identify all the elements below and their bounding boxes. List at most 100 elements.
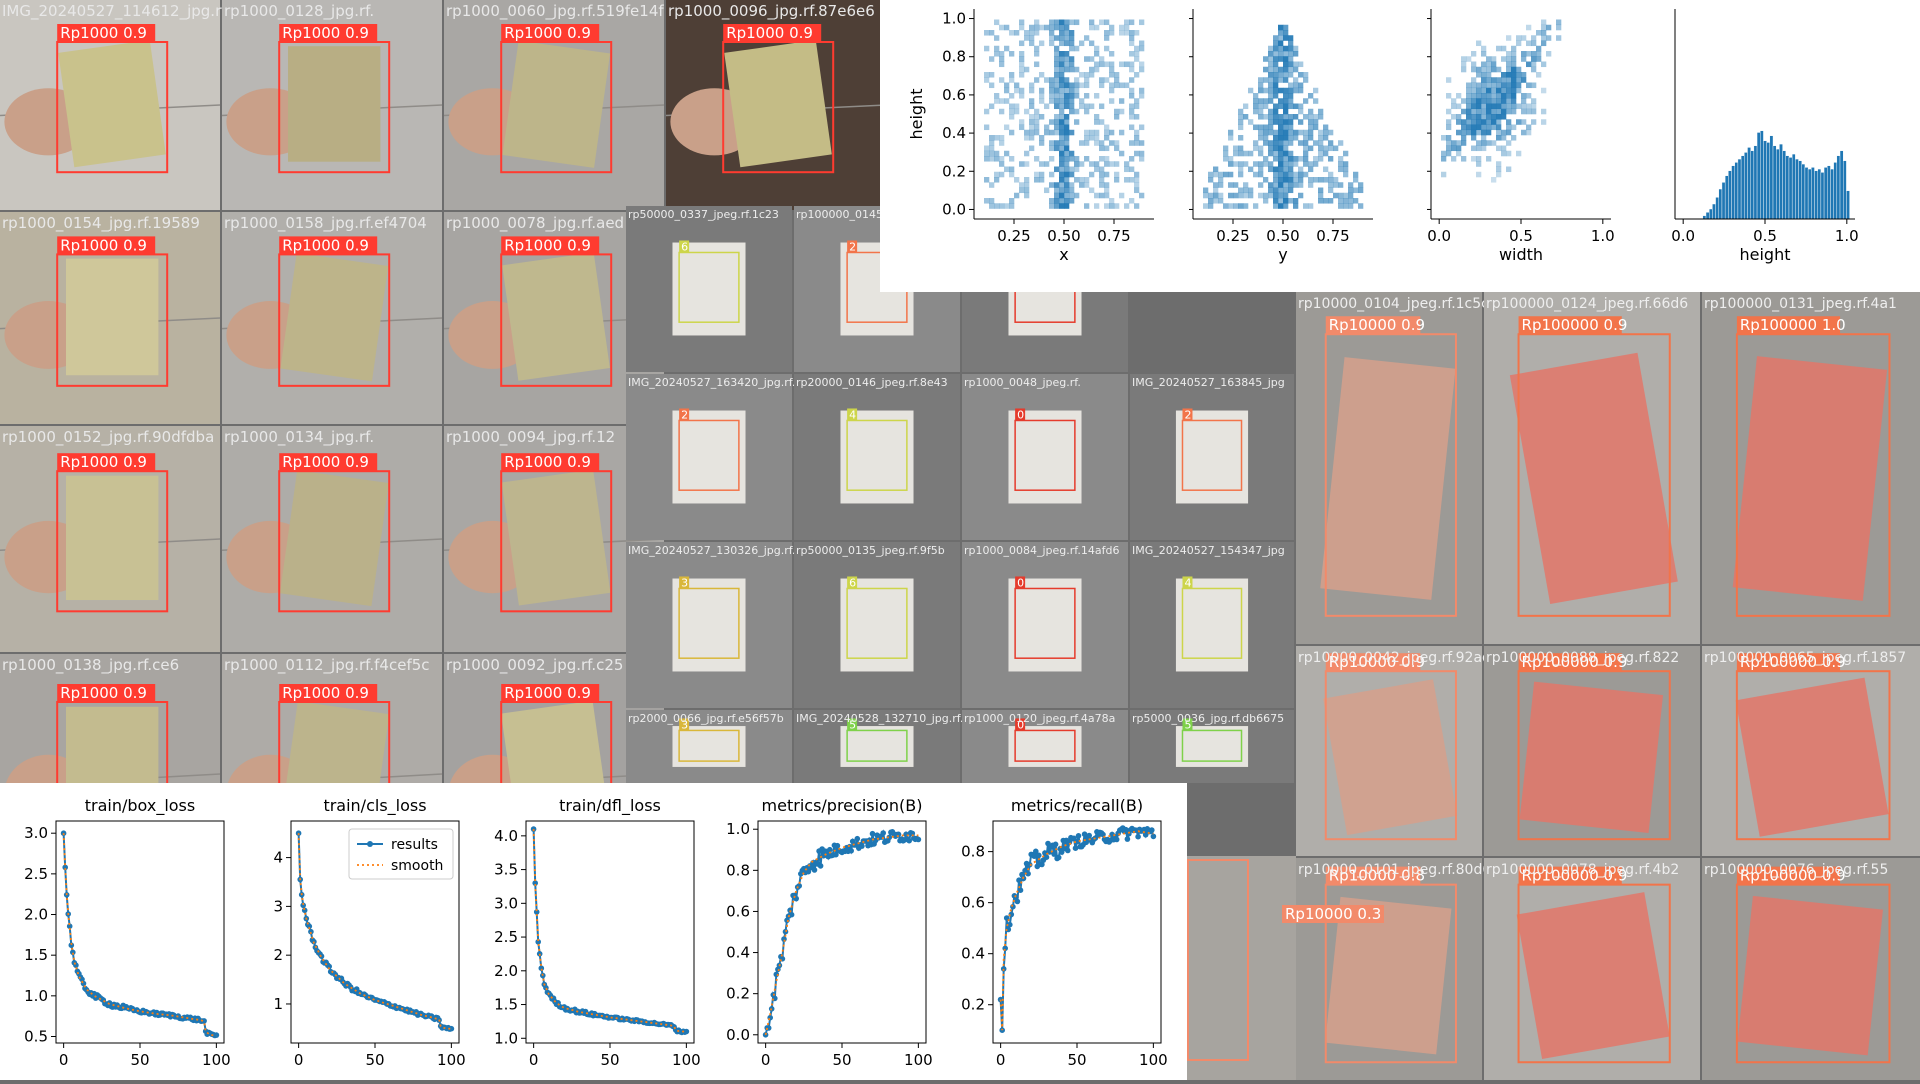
- heat-cell: [984, 198, 990, 204]
- heat-cell: [1278, 171, 1284, 178]
- histogram-bar: [1712, 203, 1716, 220]
- heat-cell: [1069, 166, 1075, 173]
- heat-cell: [1139, 93, 1145, 99]
- histogram-bar: [1766, 142, 1771, 220]
- heat-cell: [1526, 61, 1532, 68]
- heat-cell: [1069, 45, 1075, 52]
- heat-cell: [1293, 203, 1299, 209]
- heat-cell: [1338, 203, 1344, 209]
- heat-cell: [1238, 166, 1244, 173]
- heat-cell: [999, 135, 1005, 141]
- histogram-bar: [1750, 150, 1755, 220]
- heat-cell: [1129, 140, 1135, 146]
- results-plots-panel: train/box_loss 0 50 100 0.5 1.0 1.5 2.0 2.5 3.0 tr…: [0, 783, 1187, 1080]
- heat-cell: [1268, 145, 1274, 152]
- detection-box: [678, 419, 740, 491]
- heat-cell: [1506, 66, 1512, 73]
- heat-cell: [1303, 77, 1309, 83]
- cell-filename: rp1000_0096_jpg.rf.87e6e6: [668, 2, 875, 21]
- heat-cell: [994, 150, 1000, 157]
- heat-cell: [1074, 156, 1080, 162]
- heat-cell: [994, 98, 1000, 104]
- heat-cell: [1134, 182, 1140, 188]
- heat-cell: [1283, 166, 1289, 173]
- heat-cell: [1526, 124, 1532, 131]
- smooth-line: [532, 829, 687, 1033]
- heat-cell: [1466, 114, 1472, 120]
- heat-cell: [1134, 56, 1140, 62]
- histogram-bar: [1740, 155, 1745, 220]
- heat-cell: [1059, 203, 1065, 209]
- results-point: [535, 939, 541, 945]
- heat-cell: [1491, 119, 1497, 125]
- heat-cell: [1019, 61, 1025, 68]
- heat-cell: [1293, 171, 1299, 178]
- heat-cell: [1358, 203, 1364, 209]
- heat-cell: [1129, 177, 1135, 183]
- heat-cell: [1496, 129, 1502, 136]
- heat-cell: [1039, 87, 1045, 94]
- results-point: [834, 842, 841, 849]
- heat-cell: [1531, 56, 1537, 62]
- heat-cell: [1466, 119, 1472, 125]
- histogram-bar: [1804, 167, 1809, 220]
- heat-cell: [1094, 45, 1100, 52]
- banknote: [66, 258, 159, 376]
- heat-cell: [1268, 51, 1274, 57]
- heat-cell: [1323, 129, 1329, 136]
- heat-cell: [1466, 103, 1472, 110]
- detection-label-bg: [501, 684, 600, 702]
- results-point: [1025, 870, 1031, 877]
- heat-cell: [1054, 93, 1060, 99]
- heat-cell: [1248, 192, 1254, 199]
- heat-cell: [1109, 72, 1115, 78]
- heat-cell: [1069, 87, 1075, 94]
- heat-cell: [1228, 203, 1234, 209]
- heat-cell: [1506, 119, 1512, 125]
- cell-filename: rp1000_0152_jpg.rf.90dfdba: [2, 428, 214, 447]
- paper-background: [1008, 578, 1082, 672]
- detection-label-bg: [1325, 866, 1421, 885]
- heat-cell: [1466, 87, 1472, 94]
- heat-cell: [1054, 192, 1060, 199]
- class-id: 2: [1184, 408, 1191, 421]
- heat-cell: [1084, 72, 1090, 78]
- heat-cell: [1034, 177, 1040, 183]
- heat-cell: [1471, 98, 1477, 104]
- results-point: [62, 864, 68, 871]
- heat-cell: [1313, 140, 1319, 146]
- histogram-bar: [1846, 190, 1850, 220]
- heat-cell: [1034, 19, 1040, 26]
- heat-cell: [1471, 87, 1477, 94]
- heat-cell: [1278, 192, 1284, 199]
- heat-cell: [1059, 98, 1065, 104]
- heat-cell: [1283, 87, 1289, 94]
- heat-cell: [1029, 114, 1035, 120]
- histogram-bar: [1705, 212, 1710, 220]
- heat-cell: [1223, 203, 1229, 209]
- heat-cell: [1064, 192, 1070, 199]
- heat-cell: [1049, 182, 1055, 188]
- cell-filename: rp1000_0084_jpeg.rf.14afd6: [964, 544, 1119, 557]
- heat-cell: [1343, 166, 1349, 173]
- paper-background: [672, 578, 746, 672]
- heat-cell: [1129, 198, 1135, 204]
- heat-cell: [1039, 93, 1045, 99]
- heat-cell: [1119, 30, 1125, 36]
- heat-cell: [1084, 82, 1090, 89]
- results-point: [859, 843, 865, 849]
- heat-cell: [1258, 82, 1264, 89]
- heat-cell: [1318, 198, 1324, 204]
- heat-cell: [1139, 45, 1145, 52]
- class-id: 0: [1017, 718, 1024, 731]
- heat-cell: [1044, 161, 1050, 167]
- heat-cell: [1466, 93, 1472, 99]
- heat-cell: [1303, 98, 1309, 104]
- heat-cell: [1293, 129, 1299, 136]
- heat-cell: [1034, 30, 1040, 36]
- histogram-bar: [1807, 168, 1812, 220]
- heat-cell: [1308, 203, 1314, 209]
